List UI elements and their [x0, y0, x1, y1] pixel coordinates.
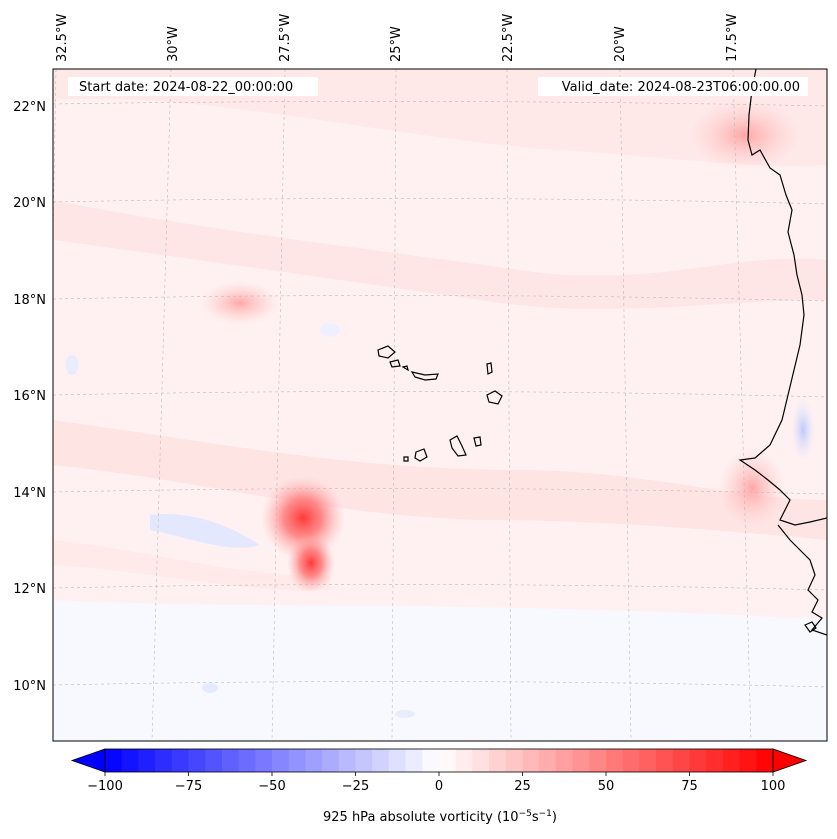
- colorbar-tick-label: −50: [258, 779, 285, 794]
- colorbar-tick-label: 0: [435, 779, 443, 794]
- lon-label: 27.5°W: [278, 14, 293, 62]
- island-sao-nicolau: [410, 371, 439, 381]
- lat-label: 14°N: [13, 486, 46, 501]
- colorbar-segment: [205, 749, 223, 772]
- lon-label: 25°W: [389, 26, 404, 62]
- guinea-coastline: [777, 524, 827, 636]
- lon-label: 20°W: [613, 26, 628, 62]
- bijagos-islands: [804, 621, 817, 633]
- colorbar-segment: [288, 749, 306, 772]
- colorbar-segment: [388, 749, 406, 772]
- colorbar-segment: [188, 749, 206, 772]
- colorbar-tick-label: 75: [681, 779, 698, 794]
- island-fogo: [414, 448, 428, 462]
- colorbar-segment: [606, 749, 624, 772]
- colorbar-tick-label: −100: [87, 779, 123, 794]
- colorbar-segment: [105, 749, 123, 772]
- colorbar-segment: [138, 749, 156, 772]
- island-santiago: [449, 435, 467, 457]
- lat-label: 22°N: [13, 100, 46, 115]
- colorbar-segment: [672, 749, 690, 772]
- colorbar-segment: [489, 749, 507, 772]
- lat-label: 18°N: [13, 293, 46, 308]
- africa-coastline: [738, 69, 827, 526]
- colorbar-segment: [472, 749, 490, 772]
- colorbar-tick-label: 100: [761, 779, 786, 794]
- colorbar-high-extend: [772, 748, 808, 773]
- latitude-labels: 22°N 20°N 18°N 16°N 14°N 12°N 10°N: [13, 100, 46, 694]
- colorbar-segment: [555, 749, 573, 772]
- colorbar-segment: [656, 749, 674, 772]
- island-santo-antao: [377, 345, 396, 359]
- island-boa-vista: [486, 390, 503, 405]
- colorbar-segment: [355, 749, 373, 772]
- island-santa-luzia: [401, 365, 409, 372]
- map-frame: [52, 68, 828, 742]
- coastlines: [377, 69, 827, 636]
- lat-label: 12°N: [13, 582, 46, 597]
- lon-label: 17.5°W: [725, 14, 740, 62]
- colorbar-segment: [338, 749, 356, 772]
- colorbar-segment: [405, 749, 423, 772]
- colorbar-segment: [589, 749, 607, 772]
- colorbar-tick-label: 25: [514, 779, 531, 794]
- colorbar-segment: [372, 749, 390, 772]
- colorbar-segment: [305, 749, 323, 772]
- colorbar-tick-label: −75: [175, 779, 202, 794]
- graticule: [53, 69, 827, 741]
- colorbar-segment: [272, 749, 290, 772]
- colorbar-segment: [221, 749, 239, 772]
- valid-date-label: Valid_date: 2024-08-23T06:00:00.00: [562, 80, 800, 95]
- colorbar-segment: [439, 749, 457, 772]
- colorbar-segment: [572, 749, 590, 772]
- colorbar-segment: [706, 749, 724, 772]
- colorbar-segment: [238, 749, 256, 772]
- colorbar-segment: [255, 749, 273, 772]
- island-sal: [486, 362, 493, 375]
- start-date-label: Start date: 2024-08-22_00:00:00: [79, 80, 293, 95]
- colorbar-tick-label: 50: [598, 779, 615, 794]
- colorbar-segment: [505, 749, 523, 772]
- colorbar-segment: [322, 749, 340, 772]
- lat-label: 20°N: [13, 196, 46, 211]
- colorbar-segment: [422, 749, 440, 772]
- lon-label: 22.5°W: [501, 14, 516, 62]
- colorbar: −100 −75 −50 −25 0 25 50 75 100 925 hPa absolute…: [70, 748, 808, 825]
- colorbar-segment: [756, 749, 774, 772]
- colorbar-label: 925 hPa absolute vorticity (10−5s−1): [323, 809, 557, 825]
- lon-label: 32.5°W: [55, 14, 70, 62]
- colorbar-segment: [739, 749, 757, 772]
- colorbar-segment: [155, 749, 173, 772]
- colorbar-segment: [522, 749, 540, 772]
- colorbar-ticks: −100 −75 −50 −25 0 25 50 75 100: [87, 772, 785, 794]
- vorticity-field: [53, 69, 827, 741]
- colorbar-segment: [689, 749, 707, 772]
- colorbar-segment: [455, 749, 473, 772]
- lat-label: 10°N: [13, 679, 46, 694]
- island-sao-vicente: [389, 359, 401, 368]
- colorbar-segment: [121, 749, 139, 772]
- lon-label: 30°W: [166, 26, 181, 62]
- lat-label: 16°N: [13, 389, 46, 404]
- colorbar-segment: [539, 749, 557, 772]
- island-maio: [473, 436, 482, 447]
- colorbar-segment: [722, 749, 740, 772]
- colorbar-low-extend: [70, 748, 106, 773]
- colorbar-segments: [105, 749, 774, 772]
- longitude-labels: 32.5°W 30°W 27.5°W 25°W 22.5°W 20°W 17.5…: [55, 14, 740, 62]
- colorbar-segment: [639, 749, 657, 772]
- colorbar-tick-label: −25: [342, 779, 369, 794]
- colorbar-segment: [171, 749, 189, 772]
- island-brava: [403, 456, 409, 462]
- colorbar-segment: [622, 749, 640, 772]
